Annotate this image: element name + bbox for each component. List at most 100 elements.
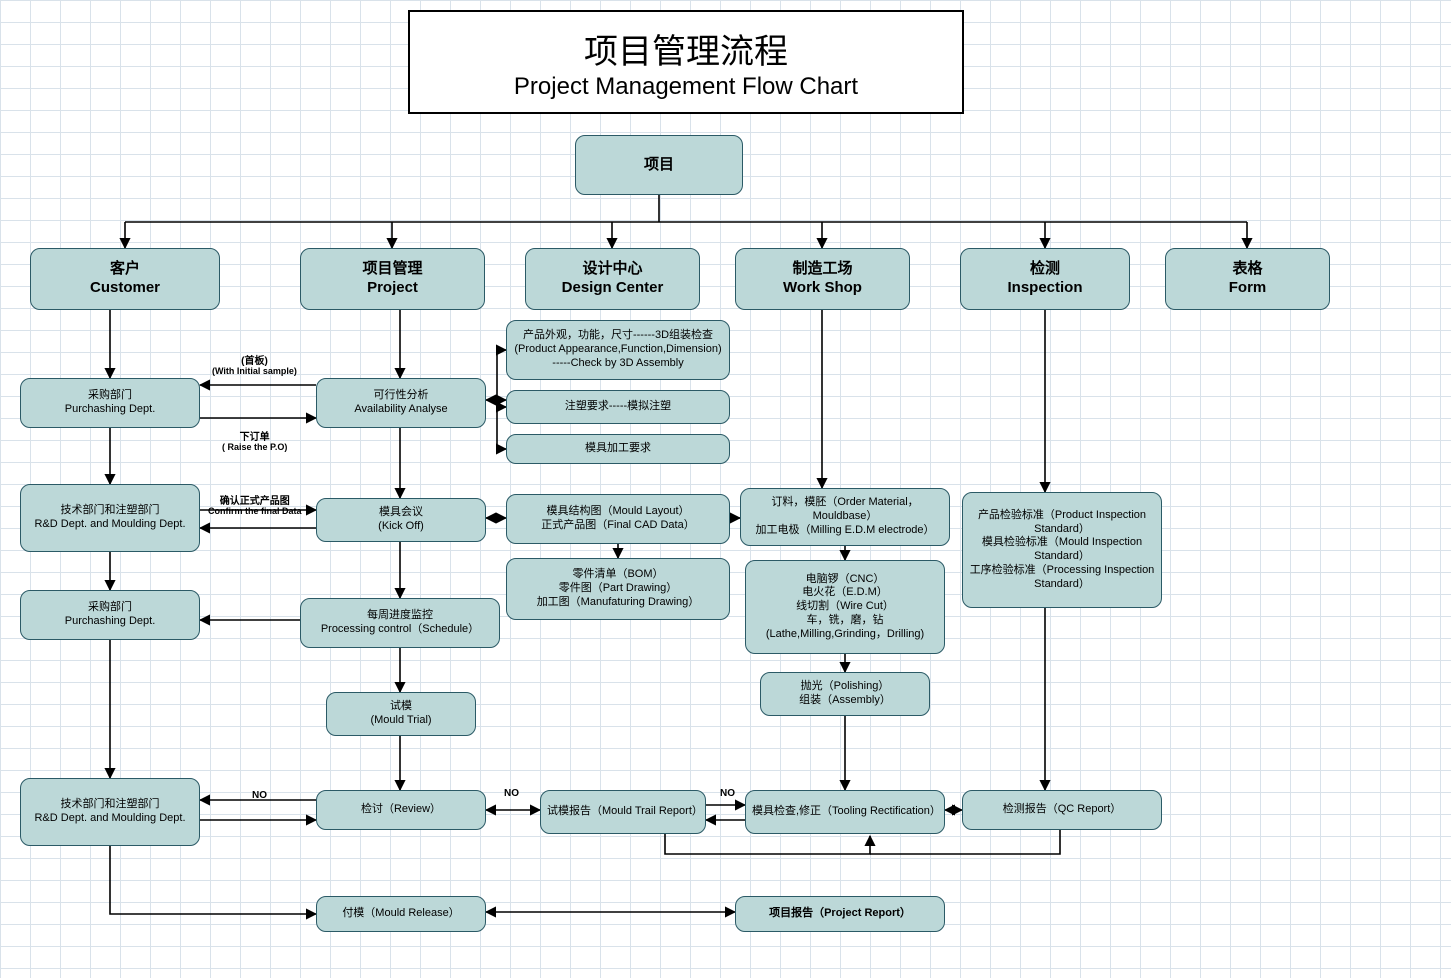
node-p_avail: 可行性分析Availability Analyse	[316, 378, 486, 428]
edge-label-text: NO	[504, 788, 519, 799]
title-en: Project Management Flow Chart	[514, 73, 858, 101]
node-i_std-line: 工序检验标准（Processing Inspection Standard）	[969, 564, 1155, 592]
node-h_workshop-line: Work Shop	[783, 279, 862, 298]
node-d_bom-line: 零件图（Part Drawing）	[559, 582, 678, 596]
node-c_rdmld2-line: R&D Dept. and Moulding Dept.	[34, 812, 185, 826]
node-w_polish-line: 组装（Assembly）	[799, 694, 891, 708]
node-c_rdmld1-line: R&D Dept. and Moulding Dept.	[34, 518, 185, 532]
node-h_customer-line: 客户	[110, 260, 140, 279]
node-h_project-line: 项目管理	[362, 260, 422, 279]
node-c_purch2: 采购部门Purchashing Dept.	[20, 590, 200, 640]
node-c_purch2-line: Purchashing Dept.	[65, 615, 156, 629]
node-h_workshop: 制造工场Work Shop	[735, 248, 910, 310]
node-w_cnc-line: 电脑锣（CNC）	[806, 573, 885, 587]
node-w_projrep: 项目报告（Project Report）	[735, 896, 945, 932]
node-c_purch1-line: Purchashing Dept.	[65, 403, 156, 417]
edge-label-text: Confirm the final Data	[208, 507, 302, 517]
node-d_3dcheck-line: (Product Appearance,Function,Dimension)	[514, 343, 721, 357]
edge-label-text: (With Initial sample)	[212, 367, 297, 377]
edge-label-lbl_no1: NO	[252, 790, 267, 801]
node-w_polish-line: 抛光（Polishing）	[801, 680, 890, 694]
node-d_mach-line: 模具加工要求	[585, 442, 651, 456]
edge-label-text: NO	[720, 788, 735, 799]
node-d_bom: 零件清单（BOM）零件图（Part Drawing）加工图（Manufaturi…	[506, 558, 730, 620]
node-p_trial-line: (Mould Trial)	[370, 714, 431, 728]
node-i_qc: 检测报告（QC Report）	[962, 790, 1162, 830]
node-c_purch1: 采购部门Purchashing Dept.	[20, 378, 200, 428]
node-d_3dcheck-line: 产品外观，功能，尺寸------3D组装检查	[523, 329, 713, 343]
node-p_trial: 试模(Mould Trial)	[326, 692, 476, 736]
node-w_cnc-line: 电火花（E.D.M）	[802, 586, 888, 600]
node-c_rdmld2: 技术部门和注塑部门R&D Dept. and Moulding Dept.	[20, 778, 200, 846]
node-d_inj-line: 注塑要求-----模拟注塑	[565, 400, 671, 414]
edge-label-lbl_no2: NO	[504, 788, 519, 799]
node-c_rdmld1: 技术部门和注塑部门R&D Dept. and Moulding Dept.	[20, 484, 200, 552]
node-i_std-line: 产品检验标准（Product Inspection Standard）	[969, 509, 1155, 537]
node-h_design-line: 设计中心	[582, 260, 642, 279]
edge-label-text: ( Raise the P.O)	[222, 443, 287, 453]
node-w_rect: 模具检查,修正（Tooling Rectification）	[745, 790, 945, 834]
node-i_qc-line: 检测报告（QC Report）	[1003, 803, 1122, 817]
node-p_sched-line: 每周进度监控	[367, 609, 433, 623]
title-cn: 项目管理流程	[584, 24, 788, 73]
node-h_inspection-line: Inspection	[1007, 279, 1082, 298]
node-d_layout-line: 模具结构图（Mould Layout）	[546, 505, 689, 519]
node-p_kickoff: 模具会议(Kick Off)	[316, 498, 486, 542]
node-c_rdmld2-line: 技术部门和注塑部门	[61, 798, 160, 812]
node-w_cnc-line: (Lathe,Milling,Grinding，Drilling)	[766, 628, 924, 642]
node-p_kickoff-line: (Kick Off)	[378, 520, 424, 534]
node-d_bom-line: 加工图（Manufaturing Drawing）	[537, 596, 700, 610]
node-d_bom-line: 零件清单（BOM）	[572, 568, 663, 582]
node-h_workshop-line: 制造工场	[792, 260, 852, 279]
flowchart-canvas: 项目管理流程 Project Management Flow Chart 项目客…	[0, 0, 1451, 978]
node-w_cnc-line: 线切割（Wire Cut）	[796, 600, 894, 614]
node-p_avail-line: Availability Analyse	[354, 403, 447, 417]
edge	[665, 834, 870, 854]
node-w_rect-line: 模具检查,修正（Tooling Rectification）	[752, 805, 938, 819]
node-d_3dcheck: 产品外观，功能，尺寸------3D组装检查(Product Appearanc…	[506, 320, 730, 380]
edge-label-lbl_confirm: 确认正式产品图Confirm the final Data	[208, 496, 302, 517]
node-h_project: 项目管理Project	[300, 248, 485, 310]
edge-label-lbl_no3: NO	[720, 788, 735, 799]
node-w_cnc: 电脑锣（CNC）电火花（E.D.M）线切割（Wire Cut）车，铣，磨，钻(L…	[745, 560, 945, 654]
node-root: 项目	[575, 135, 743, 195]
node-h_design: 设计中心Design Center	[525, 248, 700, 310]
node-h_customer: 客户Customer	[30, 248, 220, 310]
node-h_inspection-line: 检测	[1030, 260, 1060, 279]
edge-label-text: 下订单	[222, 432, 287, 443]
node-c_rdmld1-line: 技术部门和注塑部门	[61, 504, 160, 518]
edge-label-text: (首板)	[212, 356, 297, 367]
node-root-line: 项目	[644, 156, 674, 175]
node-h_project-line: Project	[367, 279, 418, 298]
edge-label-lbl_po: 下订单( Raise the P.O)	[222, 432, 287, 453]
node-w_order-line: 订料，模胚（Order Material，Mouldbase）	[747, 496, 943, 524]
node-w_cnc-line: 车，铣，磨，钻	[807, 614, 884, 628]
edge	[110, 846, 316, 914]
node-p_avail-line: 可行性分析	[374, 389, 429, 403]
node-p_trial-line: 试模	[390, 700, 412, 714]
node-w_order-line: 加工电极（Milling E.D.M electrode）	[755, 524, 934, 538]
node-p_review-line: 检讨（Review）	[361, 803, 441, 817]
node-w_polish: 抛光（Polishing）组装（Assembly）	[760, 672, 930, 716]
node-c_purch2-line: 采购部门	[88, 601, 132, 615]
node-c_purch1-line: 采购部门	[88, 389, 132, 403]
node-p_sched: 每周进度监控Processing control（Schedule）	[300, 598, 500, 648]
node-h_inspection: 检测Inspection	[960, 248, 1130, 310]
node-i_std-line: 模具检验标准（Mould Inspection Standard）	[969, 536, 1155, 564]
node-h_customer-line: Customer	[90, 279, 160, 298]
node-h_design-line: Design Center	[562, 279, 664, 298]
node-d_mach: 模具加工要求	[506, 434, 730, 464]
node-h_form: 表格Form	[1165, 248, 1330, 310]
node-d_trialrep: 试模报告（Mould Trail Report）	[540, 790, 706, 834]
edge-label-lbl_trial_sample: (首板)(With Initial sample)	[212, 356, 297, 377]
node-w_order: 订料，模胚（Order Material，Mouldbase）加工电极（Mill…	[740, 488, 950, 546]
edge-label-text: NO	[252, 790, 267, 801]
node-w_projrep-line: 项目报告（Project Report）	[769, 907, 911, 921]
node-d_trialrep-line: 试模报告（Mould Trail Report）	[547, 805, 699, 819]
node-i_std: 产品检验标准（Product Inspection Standard）模具检验标…	[962, 492, 1162, 608]
edge-label-text: 确认正式产品图	[208, 496, 302, 507]
node-p_release: 付模（Mould Release）	[316, 896, 486, 932]
node-p_release-line: 付模（Mould Release）	[342, 907, 459, 921]
node-d_layout: 模具结构图（Mould Layout）正式产品图（Final CAD Data）	[506, 494, 730, 544]
node-d_layout-line: 正式产品图（Final CAD Data）	[541, 519, 694, 533]
